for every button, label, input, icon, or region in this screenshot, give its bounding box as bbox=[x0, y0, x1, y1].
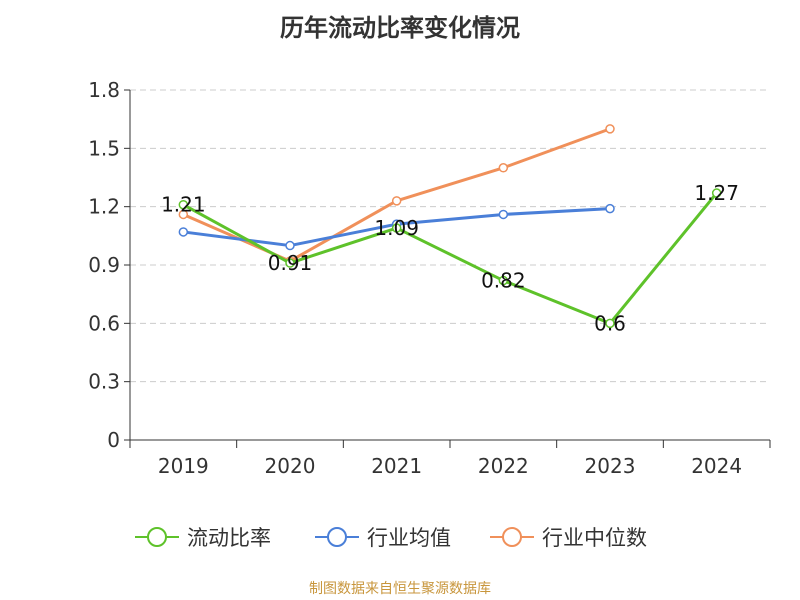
data-label: 0.82 bbox=[481, 269, 526, 293]
x-tick-label: 2019 bbox=[158, 454, 209, 478]
data-point bbox=[391, 223, 402, 233]
data-point bbox=[285, 240, 295, 251]
x-tick-label: 2022 bbox=[478, 454, 529, 478]
x-tick-label: 2024 bbox=[691, 454, 742, 478]
source-note: 制图数据来自恒生聚源数据库 bbox=[309, 581, 491, 597]
data-labels: 1.21 0.91 1.09 0.82 0.6 1.27 bbox=[161, 181, 739, 335]
legend-label: 行业中位数 bbox=[542, 526, 647, 550]
data-label: 1.27 bbox=[694, 181, 739, 205]
legend-marker bbox=[147, 527, 167, 547]
y-tick-label: 1.8 bbox=[88, 78, 120, 102]
y-tick-label: 0.9 bbox=[88, 253, 120, 277]
axes: 0 0.3 0.6 0.9 1.2 1.5 1.8 2019 2020 2021 2022 2023 2… bbox=[88, 78, 771, 478]
y-tick-label: 1.5 bbox=[88, 136, 120, 160]
data-label: 1.21 bbox=[161, 193, 206, 217]
x-tick-label: 2020 bbox=[265, 454, 316, 478]
legend-marker bbox=[502, 527, 522, 547]
data-point bbox=[178, 209, 189, 220]
data-point bbox=[178, 199, 189, 210]
series-lines bbox=[178, 124, 722, 329]
y-tick-label: 0.3 bbox=[88, 370, 120, 394]
data-point bbox=[391, 196, 402, 206]
data-label: 0.6 bbox=[594, 311, 626, 335]
legend-label: 流动比率 bbox=[187, 526, 271, 550]
x-tick-label: 2021 bbox=[371, 454, 422, 478]
chart-title: 历年流动比率变化情况 bbox=[280, 14, 520, 42]
y-tick-label: 0 bbox=[107, 428, 120, 452]
legend-label: 行业均值 bbox=[367, 526, 451, 550]
series-line bbox=[182, 192, 718, 325]
data-label: 1.09 bbox=[374, 216, 419, 240]
data-point bbox=[285, 258, 295, 268]
data-label: 0.91 bbox=[268, 251, 313, 275]
data-point bbox=[605, 318, 615, 329]
legend-marker bbox=[327, 527, 347, 547]
y-tick-label: 0.6 bbox=[88, 311, 120, 335]
data-point bbox=[605, 203, 615, 214]
data-point bbox=[605, 124, 615, 134]
grid-lines bbox=[130, 89, 770, 383]
data-point bbox=[498, 209, 509, 220]
y-tick-label: 1.2 bbox=[88, 195, 120, 219]
legend: 流动比率 行业均值 行业中位数 bbox=[135, 526, 647, 550]
data-point bbox=[498, 163, 509, 173]
data-point bbox=[498, 275, 509, 286]
data-point bbox=[711, 188, 722, 198]
data-point bbox=[178, 227, 189, 237]
x-tick-label: 2023 bbox=[585, 454, 636, 478]
